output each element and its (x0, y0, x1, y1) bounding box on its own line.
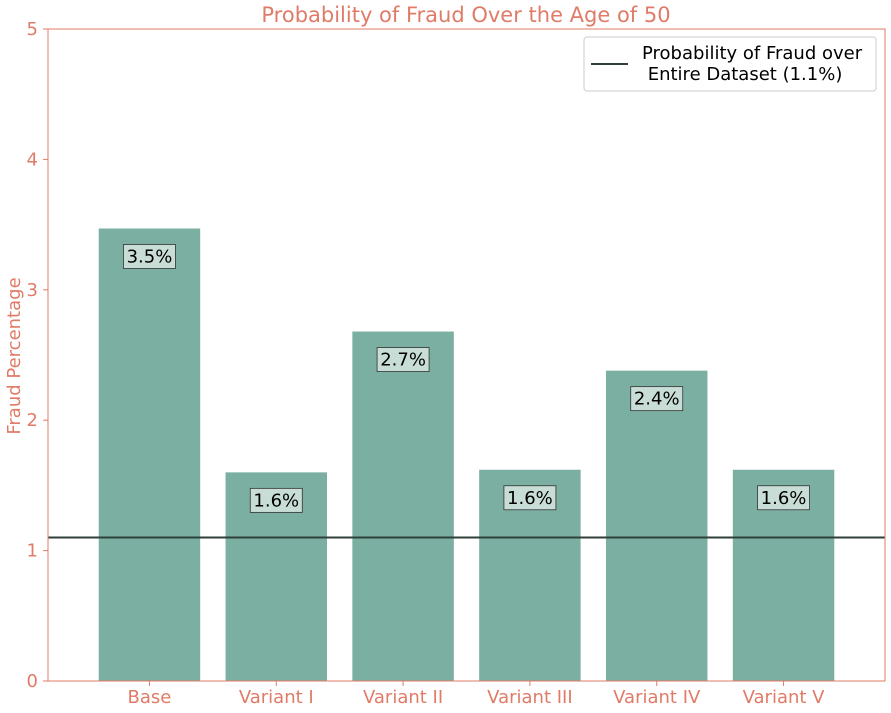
data-label-box-3 (503, 485, 557, 511)
data-label-4: 2.4% (634, 389, 680, 410)
legend-label-line1: Probability of Fraud over (642, 43, 863, 64)
x-tick-label-2: Variant II (363, 687, 443, 708)
y-tick-label-3: 3 (27, 280, 38, 301)
y-tick-label-1: 1 (27, 541, 38, 562)
data-label-0: 3.5% (127, 247, 173, 268)
plot-frame (47, 28, 886, 682)
y-tick-label-2: 2 (27, 410, 38, 431)
x-ticks-group: Base Variant I Variant II Variant III Varian… (128, 681, 826, 708)
y-axis-label: Fraud Percentage (4, 277, 25, 434)
data-label-box-5 (757, 485, 810, 511)
legend-label-line2: Entire Dataset (1.1%) (642, 64, 842, 85)
y-tick-label-5: 5 (27, 19, 38, 40)
y-tick-label-0: 0 (27, 671, 38, 692)
data-labels-group: 3.5% 1.6% 2.7% 1.6% 2.4% 1.6% (123, 244, 810, 513)
data-label-5: 1.6% (761, 488, 807, 509)
data-label-2: 2.7% (380, 350, 426, 371)
data-label-box-4 (630, 386, 684, 412)
x-tick-label-5: Variant V (743, 687, 826, 708)
bars-group (98, 228, 835, 681)
bar-0 (98, 228, 201, 681)
bar-2 (352, 331, 454, 681)
y-ticks-group: 0 1 2 3 4 5 (27, 19, 48, 692)
data-label-3: 1.6% (507, 488, 553, 509)
bar-4 (606, 370, 708, 681)
data-label-box-1 (249, 487, 303, 513)
x-tick-label-3: Variant III (487, 687, 573, 708)
y-tick-label-4: 4 (27, 149, 38, 170)
legend: Probability of Fraud over Entire Dataset… (583, 36, 877, 92)
x-tick-label-0: Base (128, 687, 172, 708)
x-tick-label-4: Variant IV (613, 687, 701, 708)
legend-box (583, 36, 877, 92)
chart-title: Probability of Fraud Over the Age of 50 (261, 3, 670, 27)
data-label-box-0 (123, 244, 176, 269)
data-label-box-2 (376, 347, 430, 372)
data-label-1: 1.6% (253, 490, 299, 511)
x-tick-label-1: Variant I (239, 687, 314, 708)
